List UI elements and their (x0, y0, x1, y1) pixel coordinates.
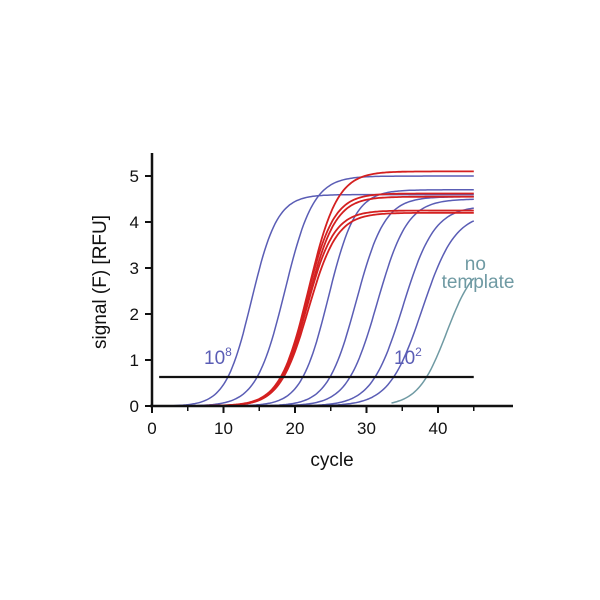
y-tick-label: 3 (130, 259, 139, 278)
curve-sample-2 (159, 192, 474, 407)
x-tick-label: 0 (147, 419, 156, 438)
curve-standard-1e7 (159, 175, 474, 407)
x-tick-label: 40 (429, 419, 448, 438)
x-tick-label: 30 (357, 419, 376, 438)
low-concentration-label: 102 (394, 345, 422, 369)
curve-sample-3 (159, 195, 474, 407)
y-axis-label: signal (F) [RFU] (90, 215, 111, 349)
x-tick-label: 10 (214, 419, 233, 438)
y-tick-label: 2 (130, 305, 139, 324)
high-concentration-label: 108 (204, 345, 232, 369)
y-tick-label: 1 (130, 351, 139, 370)
x-axis-label: cycle (310, 450, 353, 471)
x-tick-label: 20 (286, 419, 305, 438)
curves-layer (159, 170, 475, 407)
curve-standard-1e4 (159, 198, 474, 407)
y-tick-label: 4 (130, 213, 139, 232)
y-tick-label: 0 (130, 397, 139, 416)
curve-no-template (391, 277, 475, 404)
ticks-layer: 0 10 20 30 40 0 1 2 3 4 5 (130, 167, 475, 438)
no-template-label: no template (442, 254, 515, 293)
y-tick-label: 5 (130, 167, 139, 186)
curve-standard-1e8 (159, 193, 474, 407)
curve-standard-1e5 (159, 196, 474, 407)
